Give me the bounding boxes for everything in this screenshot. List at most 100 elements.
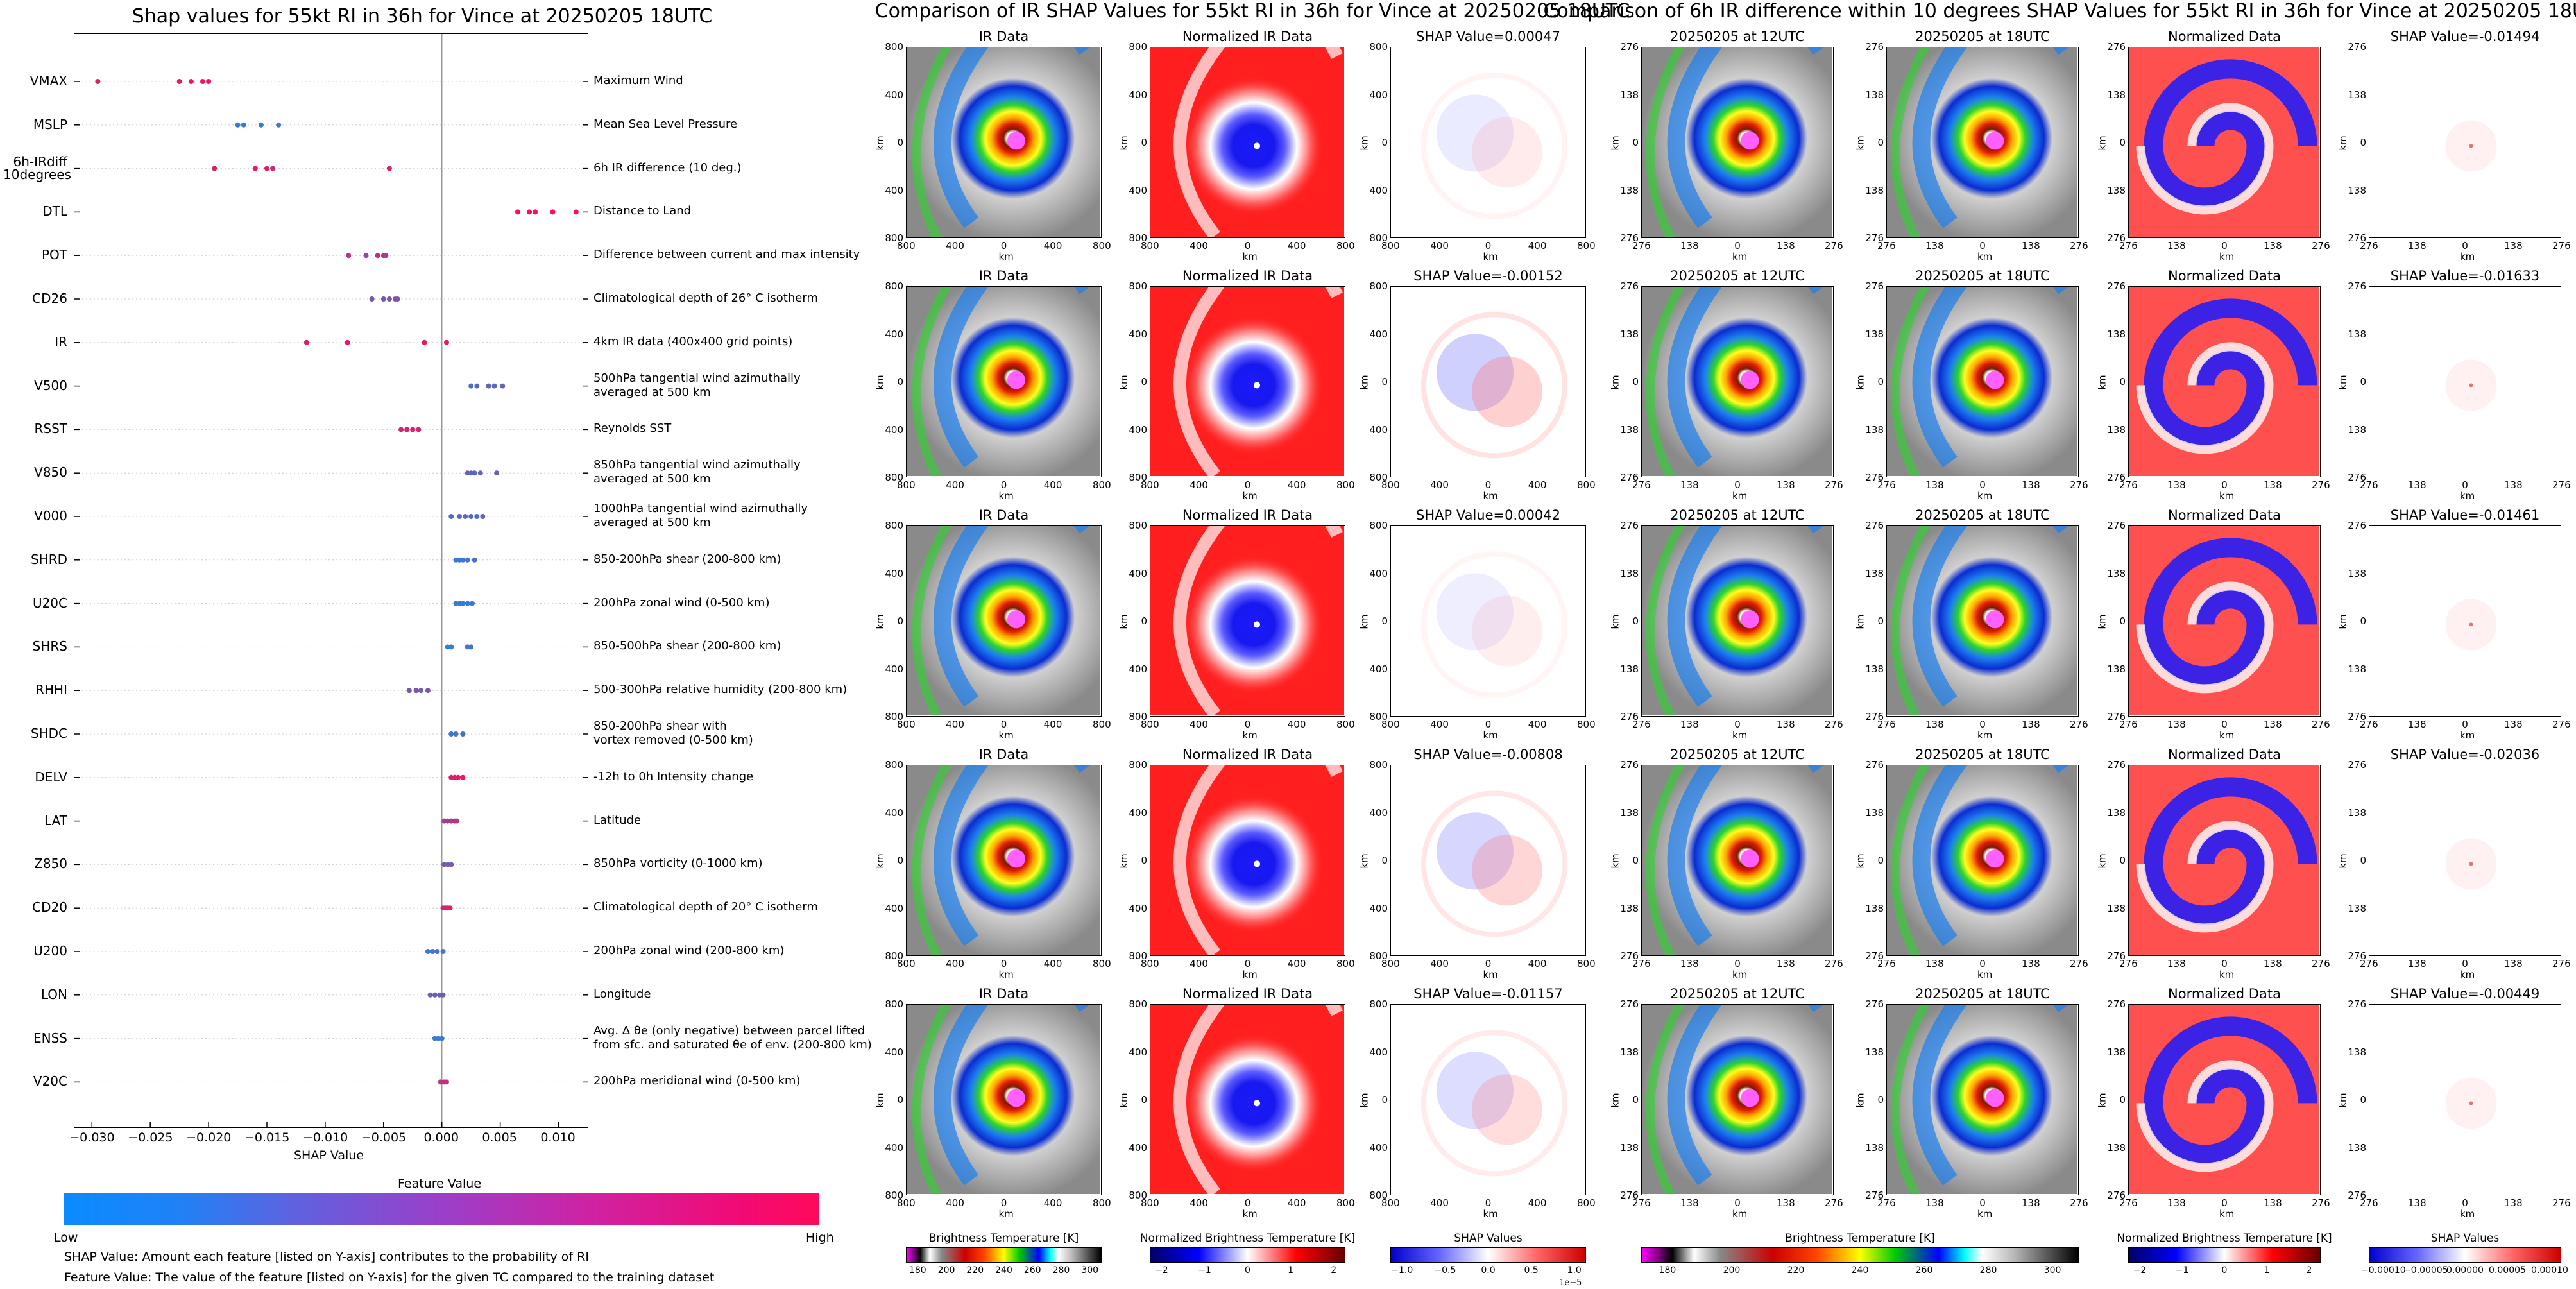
shap-point — [448, 514, 454, 519]
y-tick-label: 276 — [2348, 759, 2366, 771]
y-tick-label: 276 — [1620, 998, 1639, 1010]
y-tick-label: 138 — [1620, 567, 1639, 579]
x-tick-label: 400 — [1043, 719, 1062, 730]
subplot-title: SHAP Value=-0.01157 — [1413, 986, 1563, 1002]
y-tick-label: 138 — [2107, 423, 2126, 436]
y-axis-label: km — [1609, 853, 1621, 869]
y-axis-label: km — [2337, 853, 2349, 869]
shap-point — [460, 774, 466, 780]
y-tick-label: 276 — [1620, 950, 1639, 962]
feature-name-label: Z850 — [34, 856, 67, 872]
y-tick-label: 276 — [2348, 1190, 2366, 1201]
x-tick-label: 138 — [2022, 719, 2040, 730]
shap-point — [460, 731, 466, 737]
y-tick-label: 0 — [2119, 855, 2126, 866]
x-tick-label: 138 — [1777, 240, 1795, 252]
colorbar-tick-label: 240 — [995, 1265, 1012, 1276]
y-axis-label: km — [2096, 614, 2108, 629]
x-tick-label: 138 — [2504, 1197, 2523, 1209]
image-axes — [906, 286, 1102, 477]
y-tick-label: 276 — [2348, 472, 2366, 483]
y-tick-label: 0 — [897, 1094, 903, 1105]
feature-name-label: SHRS — [32, 638, 67, 654]
x-tick-label: 400 — [1287, 479, 1306, 491]
shap-point — [439, 1036, 445, 1041]
shap-point — [95, 79, 101, 84]
image-axes — [2128, 765, 2321, 956]
y-tick-label: 0 — [1632, 1094, 1639, 1105]
x-tick-label: 138 — [1680, 240, 1699, 252]
shap-point — [440, 949, 446, 954]
shap-point — [527, 209, 533, 215]
y-axis-label: km — [874, 853, 886, 869]
x-tick-label: 276 — [2119, 240, 2138, 252]
y-tick-label: 0 — [1877, 855, 1884, 866]
y-tick-label: 276 — [1865, 520, 1884, 531]
y-axis-label: km — [1854, 135, 1866, 151]
x-tick-label: 800 — [1577, 1197, 1596, 1209]
y-tick-label: 276 — [2107, 41, 2126, 53]
x-axis-label: km — [1977, 730, 1993, 741]
y-axis-label: km — [1118, 135, 1130, 151]
x-tick-label: 276 — [2312, 240, 2330, 252]
x-tick-label: 138 — [2408, 1197, 2427, 1209]
x-tick-label: 138 — [2504, 958, 2523, 969]
x-tick-label: 0 — [1979, 240, 1986, 252]
x-tick-label: 800 — [1141, 719, 1159, 730]
feature-description-label: Avg. Δ θe (only negative) between parcel… — [593, 1023, 872, 1052]
y-tick-label: 800 — [885, 1190, 903, 1201]
shap-point — [494, 470, 500, 476]
x-tick-label: 0 — [1000, 240, 1007, 252]
x-tick-label: 0 — [1485, 958, 1492, 969]
y-axis-label: km — [1609, 135, 1621, 151]
subplot-title: 20250205 at 18UTC — [1915, 986, 2050, 1002]
y-tick-label: 276 — [1865, 280, 1884, 292]
x-tick-label: 138 — [1680, 479, 1699, 491]
image-axes — [1150, 765, 1345, 956]
x-tick-label: 400 — [1430, 479, 1449, 491]
x-tick-label: 400 — [1043, 1197, 1062, 1209]
x-tick-label: 0 — [1979, 479, 1986, 491]
shap-point — [460, 601, 466, 606]
x-tick-label: 800 — [1381, 1197, 1400, 1209]
y-tick-label: 400 — [885, 1046, 903, 1058]
colorbar-tick-label: 0.00010 — [2531, 1265, 2568, 1276]
y-tick-label: 276 — [1865, 1190, 1884, 1201]
image-axes — [2128, 286, 2321, 477]
feature-name-label: U20C — [32, 595, 67, 611]
x-tick-label: 800 — [897, 1197, 916, 1209]
x-tick-label: 276 — [2070, 1197, 2088, 1209]
shap-point — [416, 427, 422, 432]
x-tick-label: 0.000 — [423, 1131, 459, 1145]
x-tick-label: −0.020 — [186, 1131, 232, 1145]
x-tick-label: 0 — [1244, 1197, 1251, 1209]
x-tick-label: 276 — [2312, 1197, 2330, 1209]
x-axis-label: km — [1483, 251, 1498, 262]
y-axis-label: km — [874, 1093, 886, 1108]
colorbar-tick-label: 0 — [2221, 1265, 2228, 1276]
shap-point — [474, 383, 480, 389]
shap-point — [550, 209, 556, 215]
shap-point — [176, 79, 182, 84]
shap-point — [258, 122, 264, 128]
subplot-title: SHAP Value=0.00042 — [1416, 508, 1560, 523]
subplot-title: IR Data — [978, 986, 1029, 1002]
x-tick-label: 400 — [1287, 240, 1306, 252]
sdiff-image — [2369, 47, 2560, 237]
y-tick-label: 800 — [1369, 472, 1388, 483]
y-tick-label: 276 — [1620, 232, 1639, 244]
x-tick-label: 400 — [1430, 1197, 1449, 1209]
x-tick-label: 800 — [1381, 479, 1400, 491]
y-tick-label: 0 — [1632, 376, 1639, 388]
x-tick-label: −0.030 — [69, 1131, 115, 1145]
x-axis-label: km — [1242, 251, 1258, 262]
shap-point — [465, 601, 470, 606]
x-tick-label: 0 — [2221, 240, 2228, 252]
y-tick-label: 800 — [1129, 759, 1147, 771]
x-tick-label: 0 — [2462, 719, 2468, 730]
image-axes — [1390, 47, 1586, 238]
x-tick-label: 138 — [1925, 479, 1944, 491]
colorbar-tick-label: 260 — [1915, 1265, 1933, 1276]
x-tick-label: 138 — [2264, 958, 2282, 969]
x-tick-label: 276 — [2119, 1197, 2138, 1209]
